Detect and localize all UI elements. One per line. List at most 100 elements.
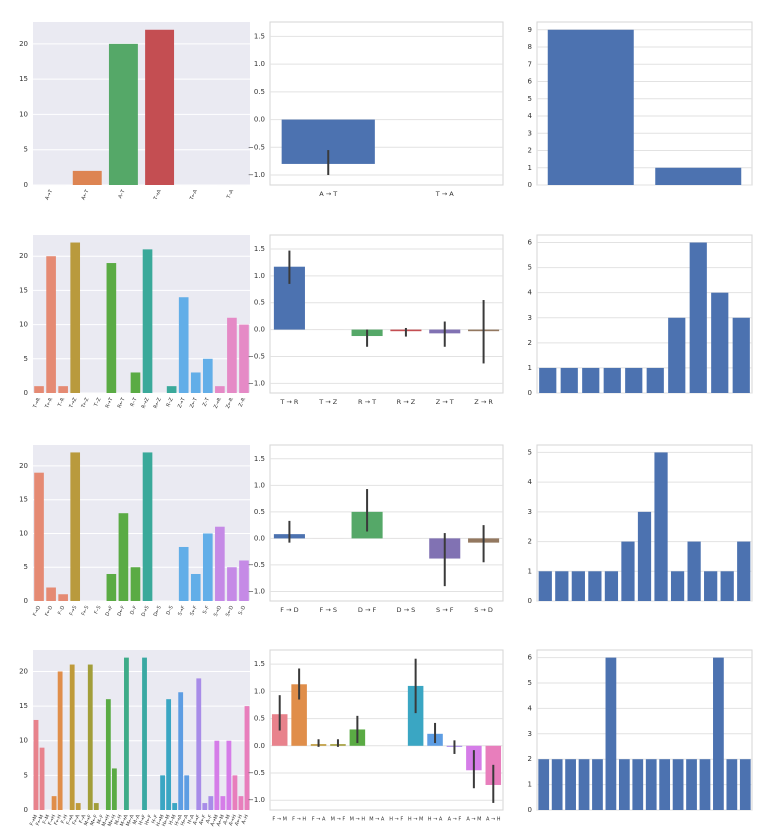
x-tick-label: H → F (389, 817, 403, 823)
y-tick-label: 20 (19, 40, 28, 48)
y-tick-label: 1.0 (254, 687, 265, 695)
x-tick-label: M–H (114, 814, 124, 826)
plot-area (33, 22, 250, 185)
bar (668, 317, 686, 393)
bar (582, 367, 600, 393)
bar (190, 573, 201, 601)
bar (184, 775, 190, 810)
bar (726, 759, 738, 810)
y-tick-label: −1.0 (248, 379, 265, 387)
x-tick-label: D → S (397, 606, 416, 614)
y-tick-label: 10 (19, 321, 28, 329)
bar (654, 452, 668, 601)
x-tick-label: T←R (44, 396, 55, 410)
x-tick-label: A→T (44, 188, 54, 201)
bar (713, 657, 724, 810)
x-tick-label: S → F (436, 606, 454, 614)
bar (106, 263, 117, 393)
x-tick-label: H→A (174, 813, 184, 826)
y-tick-label: 1.0 (254, 60, 265, 68)
x-tick-label: S–F (202, 605, 211, 615)
x-tick-label: D←F (117, 605, 127, 618)
bar (58, 594, 68, 601)
bar (208, 796, 214, 810)
y-tick-label: 10 (19, 737, 28, 745)
x-tick-label: F←D (44, 605, 54, 618)
x-tick-label: A–T (117, 188, 127, 200)
bar (58, 386, 68, 393)
x-tick-label: S→D (213, 605, 223, 618)
x-tick-label: M → F (331, 817, 346, 823)
y-tick-label: 0 (24, 806, 28, 814)
x-tick-label: D→S (141, 605, 151, 618)
y-tick-label: 20 (19, 462, 28, 470)
x-tick-label: T→R (32, 396, 43, 410)
y-tick-label: 6 (528, 78, 533, 86)
bar (239, 324, 249, 393)
x-tick-label: T←A (189, 188, 200, 202)
plot-area (33, 235, 250, 393)
y-tick-label: 2 (528, 755, 532, 763)
x-tick-label: T–Z (93, 396, 103, 408)
y-tick-label: 15 (19, 286, 28, 294)
x-tick-label: F→H (47, 814, 57, 827)
x-tick-label: A←M (216, 814, 226, 827)
bar (130, 567, 141, 601)
bar (111, 768, 117, 810)
bar (166, 699, 172, 810)
bar (592, 759, 603, 810)
y-tick-label: 2 (528, 339, 532, 347)
x-tick-label: F←H (53, 814, 63, 827)
bar (72, 170, 102, 185)
bar (291, 684, 307, 746)
x-tick-label: H→F (138, 814, 148, 826)
bar (226, 740, 232, 810)
y-tick-label: −1.0 (248, 796, 265, 804)
y-tick-label: 9 (528, 26, 532, 34)
y-tick-label: 0.5 (254, 508, 265, 516)
x-tick-label: A–M (222, 814, 232, 826)
x-tick-label: S←D (225, 605, 235, 618)
y-tick-label: 0 (528, 597, 532, 605)
x-tick-label: F→D (32, 605, 42, 618)
bar (160, 775, 166, 810)
bar (625, 367, 643, 393)
x-tick-label: M → A (369, 817, 385, 823)
y-tick-label: 0 (528, 389, 532, 397)
y-tick-label: 6 (528, 654, 533, 662)
bar (686, 759, 697, 810)
bar (645, 759, 657, 810)
y-tick-label: 5 (24, 563, 28, 571)
x-tick-label: S → D (474, 606, 493, 614)
bar (704, 571, 718, 601)
x-tick-label: F–D (57, 605, 66, 616)
x-tick-label: H → M (408, 817, 423, 823)
bar (239, 560, 249, 601)
bar (178, 692, 184, 810)
bar (70, 242, 81, 393)
y-tick-label: −0.5 (248, 352, 265, 360)
plot-area (269, 649, 504, 811)
y-tick-label: 5 (24, 146, 28, 154)
x-tick-label: H–F (150, 814, 159, 825)
bar (75, 803, 81, 810)
y-tick-label: 4 (528, 704, 533, 712)
x-tick-label: A→F (192, 814, 202, 826)
y-tick-label: 2 (528, 538, 532, 546)
y-tick-label: 2 (528, 147, 532, 155)
x-tick-label: T → Z (318, 398, 338, 406)
x-tick-label: F → S (320, 606, 337, 614)
bar (551, 759, 563, 810)
x-tick-label: R→Z (141, 396, 151, 409)
x-tick-label: Z→T (177, 396, 187, 409)
x-tick-label: Z → R (474, 398, 493, 406)
y-tick-label: 1.5 (254, 245, 265, 253)
y-tick-label: 5 (24, 355, 28, 363)
x-tick-label: A←H (234, 814, 244, 827)
x-tick-label: H–A (186, 813, 196, 825)
x-tick-label: M–A (132, 813, 142, 825)
y-tick-label: 1.0 (254, 481, 265, 489)
y-tick-label: 4 (528, 112, 533, 120)
bar (57, 671, 63, 810)
